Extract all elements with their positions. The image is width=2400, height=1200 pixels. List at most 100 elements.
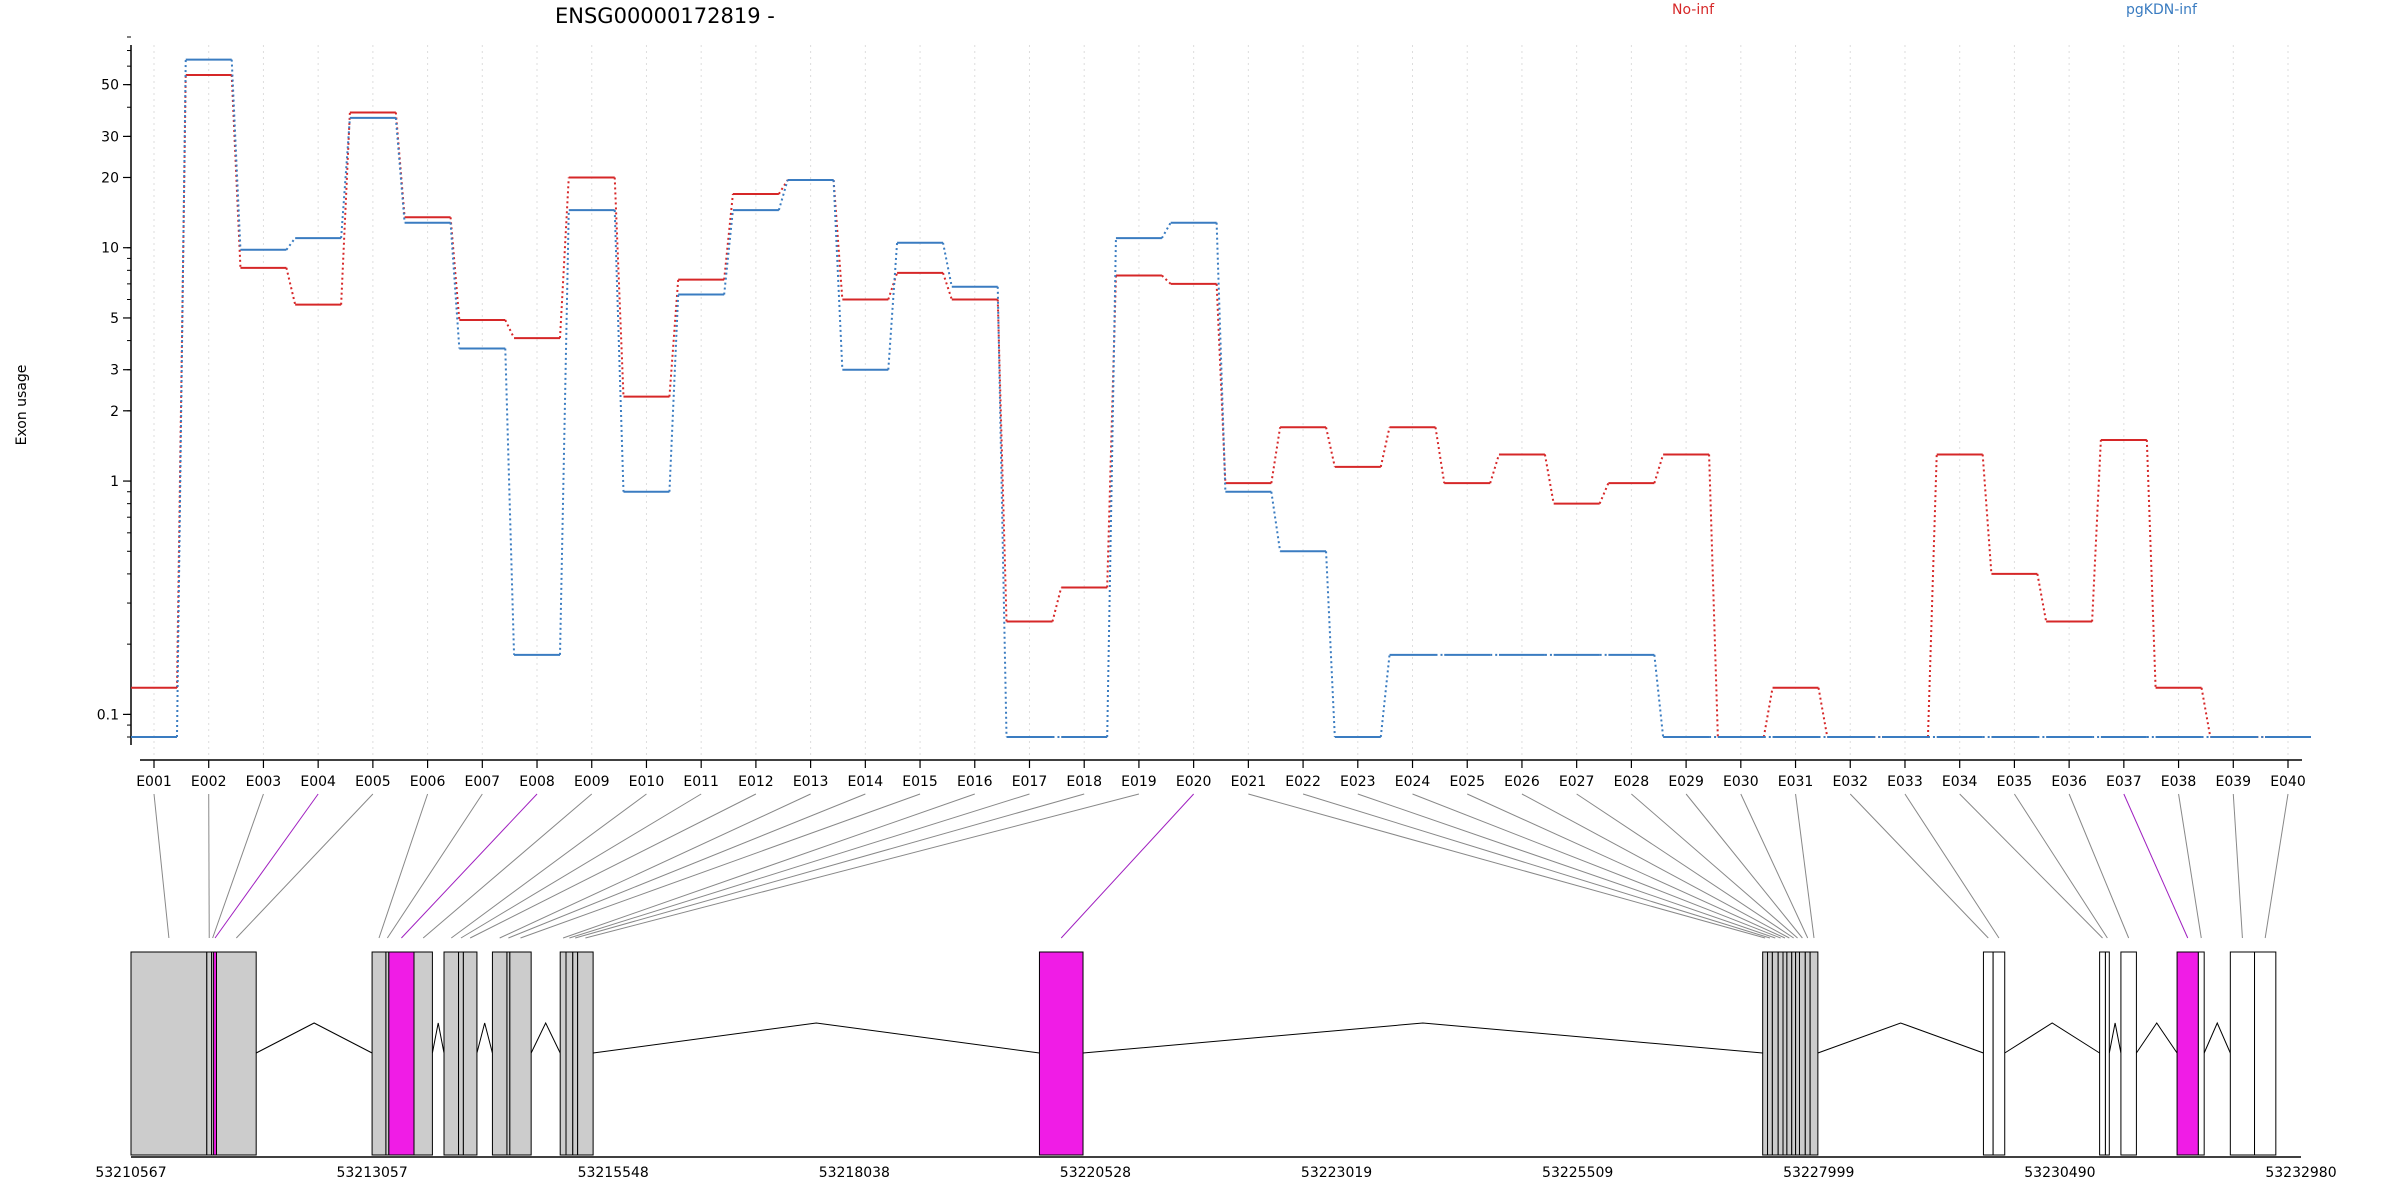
series-connector — [887, 242, 899, 370]
connector-e007 — [386, 793, 483, 939]
legend-label-no-inf: No-inf — [1672, 2, 1715, 18]
x-tick-label-e033: E033 — [1887, 774, 1923, 790]
connector-e003 — [212, 793, 264, 939]
coordinate-label: 53210567 — [95, 1165, 166, 1181]
intron — [1082, 1022, 1763, 1054]
connector-e015 — [520, 793, 921, 939]
series-connector — [1762, 687, 1774, 738]
exon-box-e006 — [371, 951, 387, 1156]
x-tick-label-e021: E021 — [1231, 774, 1267, 790]
x-tick-label-e015: E015 — [902, 774, 938, 790]
coordinate-label: 53232980 — [2265, 1165, 2336, 1181]
x-tick-label-e023: E023 — [1340, 774, 1376, 790]
connector-e030 — [1740, 793, 1809, 939]
y-tick-label: 10 — [101, 241, 119, 257]
series-connector — [504, 348, 516, 655]
connector-e002 — [208, 793, 210, 939]
exon-box-e034 — [2099, 951, 2106, 1156]
series-connector — [1325, 427, 1336, 468]
series-connector — [832, 180, 844, 370]
connector-e012 — [469, 793, 757, 939]
connector-e038 — [2178, 793, 2202, 939]
intron — [476, 1022, 493, 1054]
connector-e039 — [2232, 793, 2243, 939]
series-connector — [340, 112, 351, 305]
series-connector — [230, 59, 242, 250]
x-tick-label-e010: E010 — [629, 774, 665, 790]
y-tick-label: 1 — [110, 474, 119, 490]
series-connector — [2145, 439, 2157, 688]
exon-box-e030 — [1804, 951, 1811, 1156]
intron — [431, 1022, 445, 1054]
y-tick-label: 2 — [110, 404, 119, 420]
connector-e023 — [1357, 793, 1776, 939]
series-connector — [1270, 427, 1282, 484]
x-tick-label-e031: E031 — [1778, 774, 1814, 790]
coordinate-label: 53215548 — [578, 1165, 649, 1181]
x-tick-label-e030: E030 — [1723, 774, 1759, 790]
connector-e034 — [1959, 793, 2103, 939]
connector-e001 — [153, 793, 170, 939]
series-connector — [394, 117, 406, 223]
series-connector — [340, 117, 351, 239]
series-connector — [285, 237, 296, 251]
x-tick-label-e005: E005 — [355, 774, 391, 790]
x-tick-label-e024: E024 — [1395, 774, 1431, 790]
exon-box-e002 — [206, 951, 213, 1156]
x-tick-label-e026: E026 — [1504, 774, 1540, 790]
series-connector — [1653, 454, 1665, 484]
series-connector — [2036, 573, 2048, 622]
connector-e037 — [2123, 793, 2189, 939]
series-connector — [1215, 283, 1227, 484]
y-tick-label: 5 — [110, 311, 119, 327]
connector-e025 — [1467, 793, 1786, 939]
series-connector — [559, 177, 570, 339]
genomic-coordinate-labels: 53210567 53213057 53215548 53218038 53220528… — [95, 1156, 2337, 1181]
series-connector — [723, 193, 734, 280]
x-tick-label-e036: E036 — [2051, 774, 2087, 790]
coordinate-label: 53230490 — [2024, 1165, 2095, 1181]
exon-box-e016 — [559, 951, 567, 1156]
coordinate-label: 53225509 — [1542, 1165, 1613, 1181]
exon-box-e035 — [2104, 951, 2110, 1156]
connector-e017 — [569, 793, 1030, 939]
series-connector — [1926, 454, 1938, 738]
x-tick-label-e011: E011 — [683, 774, 719, 790]
coordinate-label: 53220528 — [1060, 1165, 1131, 1181]
series-connector — [613, 210, 625, 492]
coordinate-label: 53213057 — [336, 1165, 407, 1181]
exon-box-e027 — [1791, 951, 1797, 1156]
exon-box-e032 — [1982, 951, 1994, 1156]
exon-box-e038 — [2197, 951, 2205, 1156]
series-connector — [1817, 687, 1829, 738]
x-tick-label-e004: E004 — [300, 774, 336, 790]
x-tick-label-e008: E008 — [519, 774, 555, 790]
exon-box-e026 — [1786, 951, 1793, 1156]
series-connector — [942, 242, 953, 287]
x-tick-label-e019: E019 — [1121, 774, 1157, 790]
exon-box-e011 — [458, 951, 464, 1156]
series-connector — [613, 177, 625, 397]
series-connector — [1708, 454, 1719, 738]
intron — [2004, 1022, 2100, 1054]
x-tick-label-e025: E025 — [1449, 774, 1485, 790]
connector-e029 — [1685, 793, 1803, 939]
x-tick-label-e009: E009 — [574, 774, 610, 790]
connector-e014 — [508, 793, 866, 939]
exon-box-e023 — [1771, 951, 1779, 1156]
x-tick-label-e029: E029 — [1668, 774, 1704, 790]
legend-label-pgkdn-inf: pgKDN-inf — [2126, 2, 2198, 18]
chart-axes: 0.1 1 2 3 5 10 20 30 50 — [97, 36, 2302, 761]
series-connector — [668, 294, 680, 492]
series-connector — [449, 222, 461, 349]
series-connector — [1981, 454, 1993, 574]
exon-box-e017 — [565, 951, 574, 1156]
x-tick-label-e028: E028 — [1614, 774, 1650, 790]
gene-model — [130, 951, 2277, 1156]
connector-e016 — [562, 793, 975, 939]
exon-box-e036 — [2120, 951, 2137, 1156]
connector-e024 — [1412, 793, 1781, 939]
x-tick-label-e017: E017 — [1012, 774, 1048, 790]
exon-box-e029 — [1798, 951, 1806, 1156]
exon-box-e037 — [2176, 951, 2199, 1156]
